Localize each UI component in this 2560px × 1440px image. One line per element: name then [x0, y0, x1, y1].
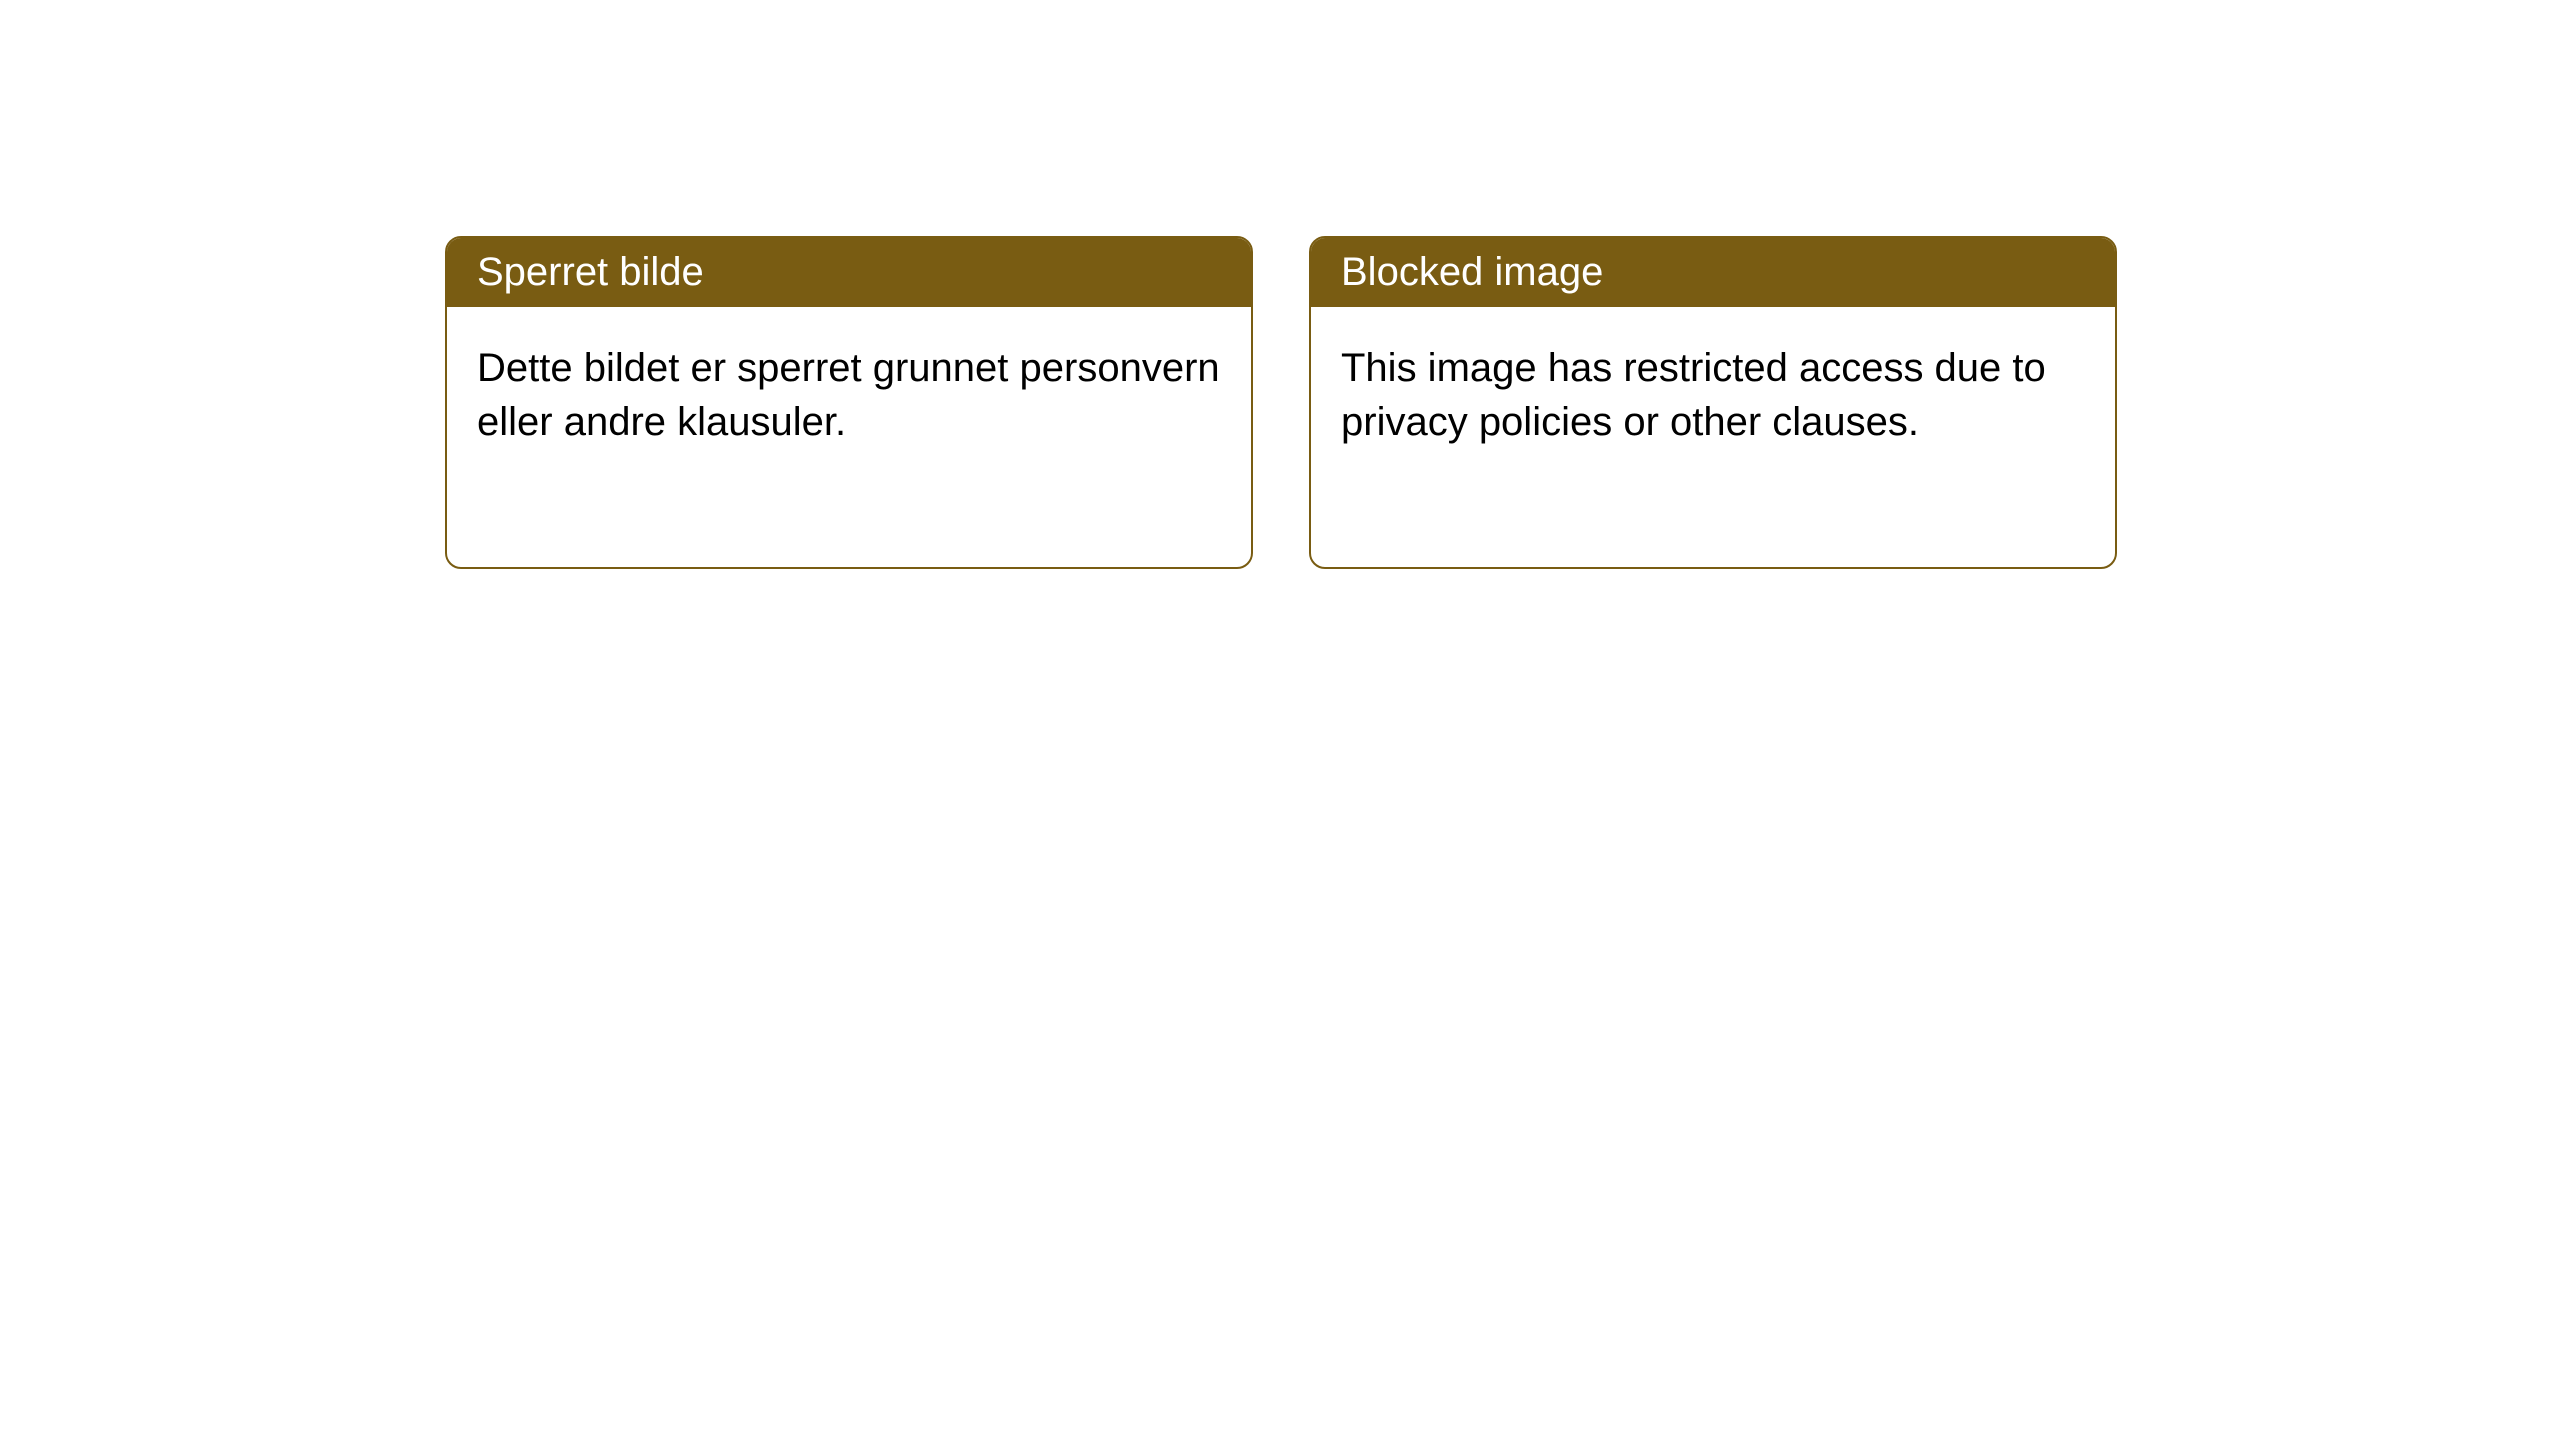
panel-body: This image has restricted access due to … — [1311, 307, 2115, 483]
panel-body-text: This image has restricted access due to … — [1341, 346, 2046, 444]
notice-panel-norwegian: Sperret bilde Dette bildet er sperret gr… — [445, 236, 1253, 569]
panel-body: Dette bildet er sperret grunnet personve… — [447, 307, 1251, 483]
panel-header: Blocked image — [1311, 238, 2115, 307]
notice-panel-english: Blocked image This image has restricted … — [1309, 236, 2117, 569]
panel-body-text: Dette bildet er sperret grunnet personve… — [477, 346, 1220, 444]
panel-header: Sperret bilde — [447, 238, 1251, 307]
notice-container: Sperret bilde Dette bildet er sperret gr… — [445, 236, 2117, 569]
panel-title: Sperret bilde — [477, 250, 704, 294]
panel-title: Blocked image — [1341, 250, 1603, 294]
